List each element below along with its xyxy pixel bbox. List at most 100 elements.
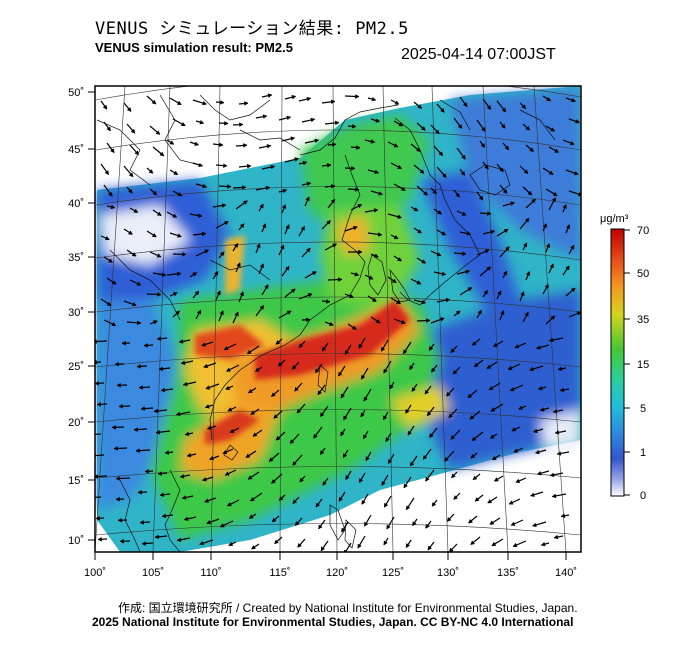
wind-arrow-head xyxy=(445,297,451,303)
wind-arrow-head xyxy=(251,544,256,550)
wind-arrow-head xyxy=(128,172,134,178)
wind-arrow-head xyxy=(311,271,317,276)
map-plot-area xyxy=(95,86,581,552)
wind-arrow-head xyxy=(110,204,116,210)
wind-arrow-head xyxy=(338,496,344,502)
wind-arrow-head xyxy=(151,99,157,105)
wind-arrow-head xyxy=(267,93,273,98)
wind-arrow-head xyxy=(381,346,386,352)
wind-arrow-head xyxy=(400,186,406,191)
wind-arrow-head xyxy=(397,164,403,169)
wind-arrow-head xyxy=(451,473,456,479)
lat-tick-20: 20˚ xyxy=(68,417,84,429)
lon-tick-135: 135˚ xyxy=(497,567,519,579)
wind-arrow-head xyxy=(450,434,456,440)
wind-arrow-head xyxy=(575,119,580,124)
lon-tick-110: 110˚ xyxy=(200,567,221,579)
wind-arrow-head xyxy=(551,493,557,499)
wind-arrow-head xyxy=(394,100,400,105)
wind-arrow-head xyxy=(320,546,326,552)
wind-arrow-head xyxy=(262,114,268,119)
wind-arrow-head xyxy=(465,269,471,275)
wind-arrow-head xyxy=(491,541,497,546)
wind-arrow-head xyxy=(322,480,327,486)
wind-arrow-head xyxy=(213,271,219,276)
wind-arrow-head xyxy=(437,210,442,215)
wind-arrow-head xyxy=(300,226,305,231)
wind-arrow-head xyxy=(503,270,508,276)
wind-arrow-head xyxy=(305,196,310,202)
wind-arrow-head xyxy=(493,477,499,482)
wind-arrow-head xyxy=(551,197,556,203)
wind-arrow-head xyxy=(144,468,149,474)
colorbar-label-70: 70 xyxy=(637,225,649,237)
wind-arrow-head xyxy=(467,393,473,399)
wind-arrow-head xyxy=(274,539,279,545)
wind-arrow-head xyxy=(405,543,411,548)
wind-arrow-head xyxy=(271,392,276,397)
wind-arrow-head xyxy=(180,121,186,127)
wind-arrow-head xyxy=(436,251,442,257)
wind-arrow-head xyxy=(186,452,192,458)
lat-tick-40: 40˚ xyxy=(68,198,84,210)
wind-arrow-head xyxy=(250,410,256,415)
wind-arrow-head xyxy=(153,320,158,325)
wind-arrow-head xyxy=(294,157,300,162)
wind-arrow-head xyxy=(259,263,264,269)
wind-arrow-head xyxy=(549,263,554,269)
wind-arrow-head xyxy=(234,311,239,317)
wind-arrow-head xyxy=(96,402,101,407)
wind-arrow-head xyxy=(159,492,165,498)
wind-arrow-head xyxy=(484,164,489,170)
wind-arrow xyxy=(344,542,352,552)
wind-arrow-head xyxy=(306,317,311,323)
wind-arrow-head xyxy=(406,505,411,511)
wind-arrow-head xyxy=(297,542,302,548)
wind-arrow-head xyxy=(511,427,517,432)
wind-arrow-head xyxy=(131,301,137,307)
colorbar-label-1: 1 xyxy=(640,447,646,459)
lon-tick-120: 120˚ xyxy=(326,567,348,579)
wind-arrow-head xyxy=(429,433,434,438)
wind-arrow-head xyxy=(360,412,365,418)
wind-arrow-head xyxy=(431,367,436,373)
wind-arrow-head xyxy=(173,170,179,175)
wind-arrow-head xyxy=(233,242,239,248)
wind-arrow-head xyxy=(446,391,451,397)
wind-arrow-head xyxy=(403,483,408,489)
wind-arrow-head xyxy=(320,412,325,418)
wind-arrow-head xyxy=(133,427,138,432)
wind-arrow-head xyxy=(545,243,551,248)
wind-arrow-head xyxy=(452,369,458,375)
wind-arrow-head xyxy=(289,439,295,444)
wind-arrow-head xyxy=(565,265,570,271)
wind-arrow-head xyxy=(355,94,360,99)
wind-arrow-head xyxy=(342,453,348,459)
wind-arrow-head xyxy=(357,204,363,209)
wind-arrow-head xyxy=(565,224,571,230)
wind-arrow-head xyxy=(364,521,369,527)
wind-arrow-head xyxy=(501,107,507,113)
wind-arrow-head xyxy=(467,287,473,292)
wind-arrow-head xyxy=(252,432,258,437)
wind-arrow-head xyxy=(176,100,182,105)
wind-arrow-head xyxy=(275,435,281,441)
wind-arrow-head xyxy=(552,408,558,414)
wind-arrow-head xyxy=(569,140,575,146)
wind-arrow xyxy=(95,454,105,457)
wind-arrow-head xyxy=(264,284,269,290)
colorbar-label-35: 35 xyxy=(637,314,649,326)
wind-arrow-head xyxy=(396,299,401,304)
wind-arrow-head xyxy=(424,389,430,395)
wind-arrow-head xyxy=(570,287,576,293)
wind-arrow-head xyxy=(384,502,389,508)
wind-arrow-head xyxy=(544,283,549,289)
wind-arrow-head xyxy=(177,191,183,197)
wind-arrow-head xyxy=(505,246,510,251)
wind-arrow-head xyxy=(512,542,518,548)
wind-arrow-head xyxy=(111,321,117,327)
wind-arrow-head xyxy=(131,252,137,257)
wind-arrow-head xyxy=(461,211,467,216)
lat-axis: 50˚ 45˚ 40˚ 35˚ 30˚ 25˚ 20˚ 15˚ 10˚ xyxy=(68,87,95,547)
wind-arrow-head xyxy=(223,221,229,226)
